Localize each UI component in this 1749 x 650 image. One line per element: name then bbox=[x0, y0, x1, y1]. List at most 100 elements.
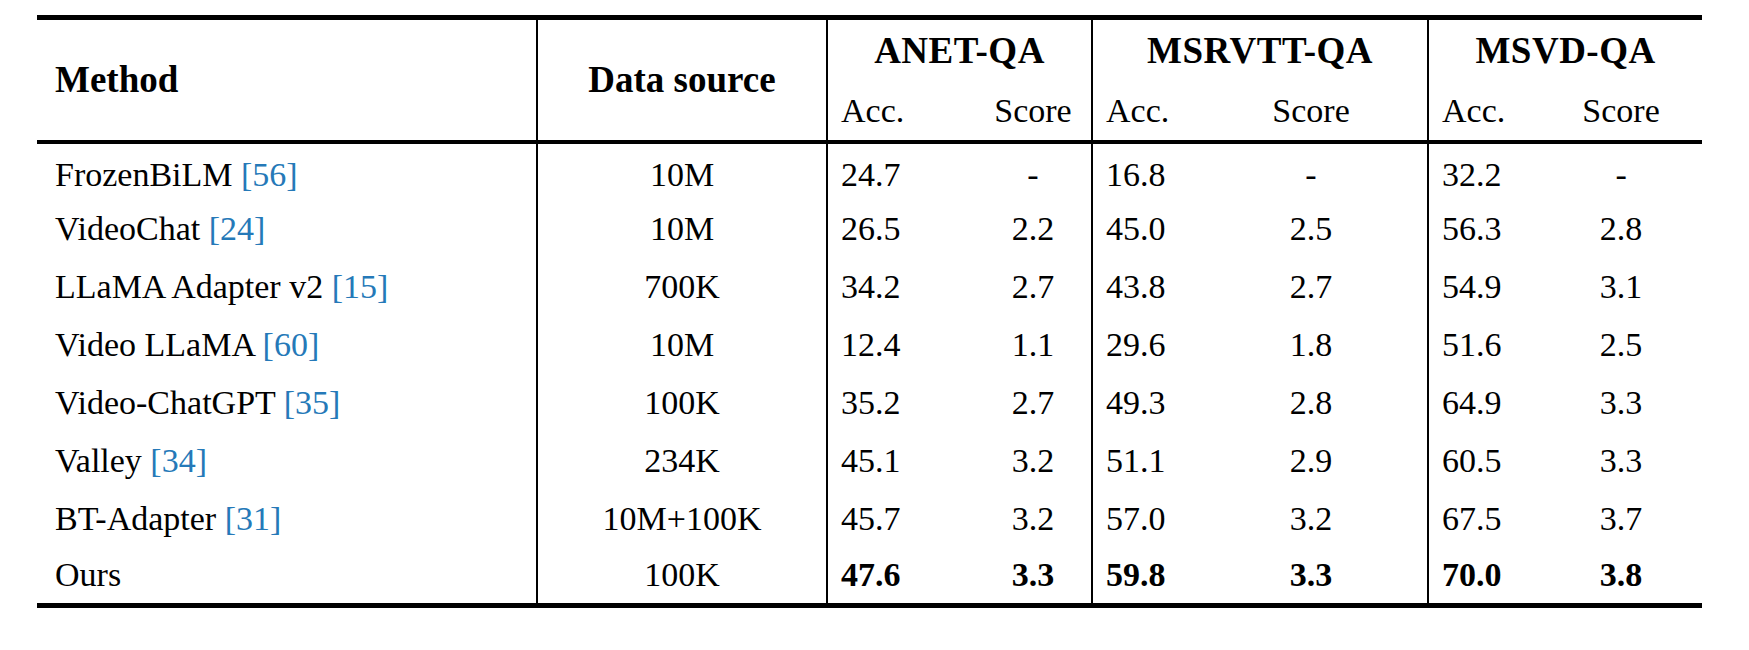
msrvtt-acc-cell: 45.0 bbox=[1092, 200, 1195, 258]
method-cell: Ours bbox=[37, 548, 537, 606]
msrvtt-acc-cell: 57.0 bbox=[1092, 490, 1195, 548]
msrvtt-acc-cell: 16.8 bbox=[1092, 142, 1195, 200]
anet-acc-cell: 35.2 bbox=[827, 374, 975, 432]
msvd-score-cell: 3.7 bbox=[1540, 490, 1702, 548]
table-row: VideoChat [24]10M26.52.245.02.556.32.8 bbox=[37, 200, 1702, 258]
msrvtt-score-cell: 1.8 bbox=[1195, 316, 1428, 374]
msvd-score-cell: - bbox=[1540, 142, 1702, 200]
table-row: Valley [34]234K45.13.251.12.960.53.3 bbox=[37, 432, 1702, 490]
citation-link[interactable]: [34] bbox=[150, 442, 207, 479]
citation-link[interactable]: [60] bbox=[263, 326, 320, 363]
msvd-score-cell: 3.1 bbox=[1540, 258, 1702, 316]
method-cell: LLaMA Adapter v2 [15] bbox=[37, 258, 537, 316]
method-column-header: Method bbox=[37, 18, 537, 142]
table-row: Video-ChatGPT [35]100K35.22.749.32.864.9… bbox=[37, 374, 1702, 432]
msvd-acc-cell: 56.3 bbox=[1428, 200, 1540, 258]
msvd-acc-cell: 70.0 bbox=[1428, 548, 1540, 606]
anet-acc-cell: 45.7 bbox=[827, 490, 975, 548]
msrvtt-acc-cell: 43.8 bbox=[1092, 258, 1195, 316]
table-row: LLaMA Adapter v2 [15]700K34.22.743.82.75… bbox=[37, 258, 1702, 316]
msvd-acc-cell: 51.6 bbox=[1428, 316, 1540, 374]
method-name: LLaMA Adapter v2 bbox=[55, 268, 323, 305]
table-header: Method Data source ANET-QA MSRVTT-QA MSV… bbox=[37, 18, 1702, 142]
data-source-cell: 10M bbox=[537, 200, 827, 258]
msvd-acc-cell: 64.9 bbox=[1428, 374, 1540, 432]
data-source-cell: 10M+100K bbox=[537, 490, 827, 548]
method-cell: Valley [34] bbox=[37, 432, 537, 490]
msrvtt-score-cell: 3.2 bbox=[1195, 490, 1428, 548]
table-row: Video LLaMA [60]10M12.41.129.61.851.62.5 bbox=[37, 316, 1702, 374]
citation-link[interactable]: [31] bbox=[225, 500, 282, 537]
data-source-column-header: Data source bbox=[537, 18, 827, 142]
anet-score-cell: 2.2 bbox=[975, 200, 1092, 258]
method-name: Valley bbox=[55, 442, 142, 479]
anet-score-header: Score bbox=[975, 82, 1092, 142]
method-name: BT-Adapter bbox=[55, 500, 216, 537]
msrvtt-acc-cell: 59.8 bbox=[1092, 548, 1195, 606]
msrvtt-acc-header: Acc. bbox=[1092, 82, 1195, 142]
paper-results-table-region: Method Data source ANET-QA MSRVTT-QA MSV… bbox=[37, 15, 1702, 608]
msvd-qa-group-header: MSVD-QA bbox=[1428, 18, 1702, 82]
anet-acc-cell: 26.5 bbox=[827, 200, 975, 258]
method-cell: Video LLaMA [60] bbox=[37, 316, 537, 374]
citation-link[interactable]: [35] bbox=[284, 384, 341, 421]
table-row: BT-Adapter [31]10M+100K45.73.257.03.267.… bbox=[37, 490, 1702, 548]
msvd-score-cell: 3.3 bbox=[1540, 374, 1702, 432]
anet-qa-group-header: ANET-QA bbox=[827, 18, 1092, 82]
anet-acc-cell: 34.2 bbox=[827, 258, 975, 316]
msvd-score-cell: 2.8 bbox=[1540, 200, 1702, 258]
anet-acc-header: Acc. bbox=[827, 82, 975, 142]
anet-score-cell: 2.7 bbox=[975, 258, 1092, 316]
msvd-acc-header: Acc. bbox=[1428, 82, 1540, 142]
method-name: FrozenBiLM bbox=[55, 156, 233, 193]
table-body: FrozenBiLM [56]10M24.7-16.8-32.2-VideoCh… bbox=[37, 142, 1702, 606]
method-name: VideoChat bbox=[55, 210, 200, 247]
results-table: Method Data source ANET-QA MSRVTT-QA MSV… bbox=[37, 15, 1702, 608]
anet-acc-cell: 45.1 bbox=[827, 432, 975, 490]
msvd-score-header: Score bbox=[1540, 82, 1702, 142]
msrvtt-acc-cell: 29.6 bbox=[1092, 316, 1195, 374]
msrvtt-score-cell: 2.8 bbox=[1195, 374, 1428, 432]
msrvtt-score-cell: 2.5 bbox=[1195, 200, 1428, 258]
anet-score-cell: 3.2 bbox=[975, 432, 1092, 490]
msvd-acc-cell: 54.9 bbox=[1428, 258, 1540, 316]
anet-acc-cell: 24.7 bbox=[827, 142, 975, 200]
anet-score-cell: 2.7 bbox=[975, 374, 1092, 432]
method-cell: Video-ChatGPT [35] bbox=[37, 374, 537, 432]
table-row: Ours100K47.63.359.83.370.03.8 bbox=[37, 548, 1702, 606]
citation-link[interactable]: [24] bbox=[209, 210, 266, 247]
method-name: Ours bbox=[55, 556, 121, 593]
method-cell: BT-Adapter [31] bbox=[37, 490, 537, 548]
msvd-score-cell: 3.3 bbox=[1540, 432, 1702, 490]
msrvtt-score-cell: 2.9 bbox=[1195, 432, 1428, 490]
header-row-datasets: Method Data source ANET-QA MSRVTT-QA MSV… bbox=[37, 18, 1702, 82]
anet-acc-cell: 47.6 bbox=[827, 548, 975, 606]
msrvtt-acc-cell: 49.3 bbox=[1092, 374, 1195, 432]
msrvtt-score-cell: 3.3 bbox=[1195, 548, 1428, 606]
msrvtt-qa-group-header: MSRVTT-QA bbox=[1092, 18, 1428, 82]
msrvtt-score-cell: - bbox=[1195, 142, 1428, 200]
anet-score-cell: 3.2 bbox=[975, 490, 1092, 548]
msvd-acc-cell: 32.2 bbox=[1428, 142, 1540, 200]
msvd-score-cell: 3.8 bbox=[1540, 548, 1702, 606]
anet-score-cell: 1.1 bbox=[975, 316, 1092, 374]
data-source-cell: 100K bbox=[537, 374, 827, 432]
method-name: Video LLaMA bbox=[55, 326, 254, 363]
msrvtt-score-cell: 2.7 bbox=[1195, 258, 1428, 316]
method-name: Video-ChatGPT bbox=[55, 384, 275, 421]
msvd-acc-cell: 60.5 bbox=[1428, 432, 1540, 490]
data-source-cell: 10M bbox=[537, 142, 827, 200]
data-source-cell: 700K bbox=[537, 258, 827, 316]
msvd-acc-cell: 67.5 bbox=[1428, 490, 1540, 548]
msvd-score-cell: 2.5 bbox=[1540, 316, 1702, 374]
anet-score-cell: - bbox=[975, 142, 1092, 200]
anet-acc-cell: 12.4 bbox=[827, 316, 975, 374]
method-cell: FrozenBiLM [56] bbox=[37, 142, 537, 200]
msrvtt-acc-cell: 51.1 bbox=[1092, 432, 1195, 490]
method-cell: VideoChat [24] bbox=[37, 200, 537, 258]
msrvtt-score-header: Score bbox=[1195, 82, 1428, 142]
citation-link[interactable]: [56] bbox=[241, 156, 298, 193]
data-source-cell: 100K bbox=[537, 548, 827, 606]
table-row: FrozenBiLM [56]10M24.7-16.8-32.2- bbox=[37, 142, 1702, 200]
citation-link[interactable]: [15] bbox=[332, 268, 389, 305]
